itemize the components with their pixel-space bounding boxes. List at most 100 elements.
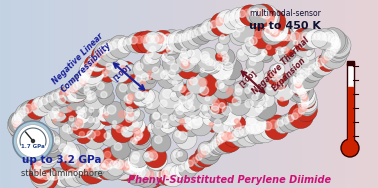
Circle shape	[92, 127, 107, 143]
Circle shape	[113, 39, 121, 48]
Circle shape	[259, 9, 268, 17]
Circle shape	[76, 76, 94, 93]
Circle shape	[63, 171, 70, 178]
Circle shape	[147, 171, 154, 178]
Circle shape	[300, 68, 309, 78]
Circle shape	[218, 102, 242, 126]
Circle shape	[308, 65, 316, 72]
Circle shape	[269, 24, 277, 33]
Circle shape	[37, 128, 53, 143]
Circle shape	[101, 161, 109, 169]
Circle shape	[98, 45, 108, 55]
Circle shape	[256, 105, 263, 112]
Circle shape	[334, 42, 340, 49]
Circle shape	[271, 66, 277, 72]
Circle shape	[133, 60, 152, 79]
Circle shape	[38, 132, 46, 140]
Circle shape	[272, 28, 278, 34]
Circle shape	[72, 116, 93, 138]
Circle shape	[264, 28, 271, 34]
Circle shape	[265, 20, 287, 42]
Circle shape	[231, 118, 237, 124]
Circle shape	[294, 64, 300, 70]
Circle shape	[27, 126, 48, 147]
Circle shape	[114, 159, 124, 169]
Circle shape	[223, 55, 229, 61]
Circle shape	[273, 75, 287, 89]
Circle shape	[231, 81, 252, 101]
Circle shape	[207, 102, 229, 124]
Circle shape	[200, 68, 204, 72]
Circle shape	[122, 160, 146, 183]
Circle shape	[166, 32, 186, 52]
Circle shape	[125, 64, 136, 75]
Circle shape	[33, 127, 56, 150]
Circle shape	[180, 84, 192, 96]
Circle shape	[277, 30, 296, 49]
Circle shape	[53, 119, 56, 122]
Circle shape	[314, 29, 335, 50]
Circle shape	[146, 35, 154, 43]
Circle shape	[234, 127, 243, 137]
Circle shape	[59, 112, 64, 117]
Circle shape	[76, 160, 83, 167]
Circle shape	[221, 59, 242, 80]
Circle shape	[118, 111, 125, 118]
Circle shape	[136, 31, 159, 53]
Circle shape	[119, 84, 127, 92]
Circle shape	[207, 58, 222, 73]
Circle shape	[166, 56, 175, 64]
Circle shape	[152, 171, 158, 178]
Circle shape	[175, 163, 191, 179]
Circle shape	[88, 160, 96, 168]
Circle shape	[222, 72, 236, 86]
Circle shape	[93, 165, 99, 171]
Circle shape	[177, 100, 189, 112]
Circle shape	[294, 79, 302, 86]
Circle shape	[255, 97, 277, 119]
Circle shape	[17, 110, 25, 118]
Circle shape	[41, 138, 62, 158]
Circle shape	[252, 94, 258, 100]
Circle shape	[181, 27, 204, 49]
Circle shape	[270, 74, 280, 84]
Circle shape	[104, 133, 110, 139]
Circle shape	[66, 81, 88, 102]
Circle shape	[149, 152, 158, 160]
Circle shape	[215, 41, 229, 55]
Circle shape	[60, 151, 82, 172]
Circle shape	[138, 70, 157, 89]
Circle shape	[82, 83, 95, 97]
Circle shape	[147, 51, 153, 57]
Circle shape	[107, 164, 112, 169]
Circle shape	[169, 35, 177, 43]
Circle shape	[200, 86, 209, 95]
Circle shape	[8, 111, 32, 135]
Circle shape	[222, 132, 231, 141]
Circle shape	[38, 131, 56, 149]
Circle shape	[284, 112, 302, 130]
Circle shape	[72, 166, 90, 184]
Circle shape	[235, 122, 260, 147]
Circle shape	[272, 78, 295, 101]
Circle shape	[44, 138, 53, 147]
Circle shape	[220, 14, 229, 23]
Circle shape	[39, 139, 61, 161]
Circle shape	[163, 53, 167, 57]
Circle shape	[266, 17, 284, 36]
Circle shape	[262, 25, 278, 42]
Circle shape	[75, 105, 86, 116]
Circle shape	[327, 39, 350, 61]
Circle shape	[209, 122, 214, 127]
Circle shape	[93, 117, 99, 123]
Circle shape	[214, 61, 223, 70]
Circle shape	[59, 86, 77, 103]
Circle shape	[56, 140, 60, 144]
Circle shape	[84, 89, 91, 96]
Circle shape	[82, 107, 87, 112]
Circle shape	[99, 65, 116, 82]
Circle shape	[85, 94, 97, 106]
Circle shape	[219, 103, 225, 108]
Circle shape	[217, 64, 223, 70]
Circle shape	[150, 46, 156, 52]
